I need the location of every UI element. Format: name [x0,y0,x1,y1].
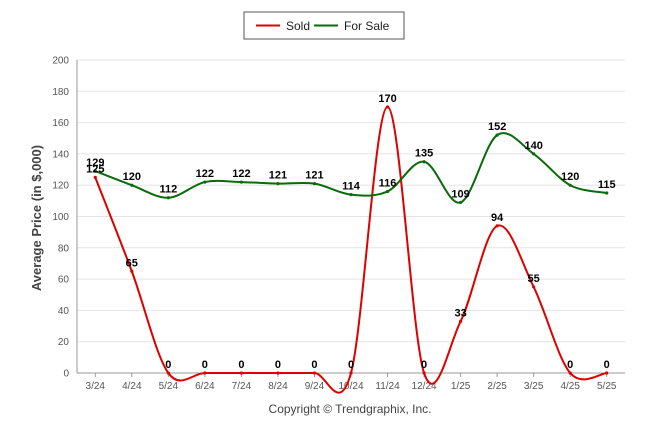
data-point-sold-5-25 [605,371,609,375]
data-point-sold-4-24 [130,269,134,273]
data-point-sold-3-24 [93,175,97,179]
y-tick-label-80: 80 [58,243,70,254]
data-point-for-sale-3-25 [532,152,536,156]
data-label-sold-5-24: 0 [165,359,171,371]
data-point-for-sale-4-24 [130,183,134,187]
data-label-sold-11-24: 170 [378,93,396,105]
y-tick-label-0: 0 [63,369,69,380]
data-label-for-sale-3-25: 140 [524,140,542,152]
y-tick-label-20: 20 [58,337,70,348]
data-point-for-sale-7-24 [239,180,243,184]
data-point-sold-9-24 [312,371,317,375]
x-tick-label-11-24: 11/24 [375,381,400,392]
data-label-sold-12-24: 0 [421,359,427,371]
data-point-for-sale-5-25 [605,191,609,195]
x-tick-label-6-24: 6/24 [195,381,215,392]
x-tick-label-8-24: 8/24 [268,381,288,392]
data-point-sold-4-25 [568,371,572,375]
y-axis-title: Average Price (in $,000) [29,145,44,291]
x-tick-label-7-24: 7/24 [232,381,252,392]
y-tick-label-180: 180 [52,87,69,98]
x-tick-label-3-25: 3/25 [524,381,544,392]
data-label-for-sale-4-24: 120 [123,171,141,183]
x-tick-label-9-24: 9/24 [305,381,325,392]
data-point-sold-7-24 [239,371,243,375]
data-point-for-sale-3-24 [93,169,97,173]
data-point-sold-5-24 [166,371,170,375]
data-label-for-sale-8-24: 121 [269,170,287,182]
data-point-for-sale-9-24 [312,182,317,186]
data-labels: 125 65 0 0 0 0 0 0 170 0 33 94 55 0 0 129 120 112 122 122 12… [86,93,616,371]
data-point-for-sale-10-24 [349,192,353,197]
data-point-for-sale-2-25 [495,133,499,137]
series-line-sold [94,105,607,394]
legend-label-for-sale: For Sale [344,19,390,33]
data-point-sold-8-24 [276,371,280,375]
y-tick-label-40: 40 [58,306,70,317]
copyright-footer: Copyright © Trendgraphix, Inc. [269,402,432,416]
y-tick-label-200: 200 [52,56,69,67]
data-label-sold-7-24: 0 [238,359,244,371]
data-label-sold-4-24: 65 [126,257,138,269]
x-tick-label-5-24: 5/24 [159,381,179,392]
y-tick-label-120: 120 [52,181,69,192]
series-line-for-sale [94,132,607,204]
data-point-for-sale-6-24 [203,180,207,184]
data-label-sold-6-24: 0 [202,359,208,371]
data-label-for-sale-12-24: 135 [415,148,433,160]
x-tick-label-4-24: 4/24 [122,381,142,392]
y-tick-label-160: 160 [52,118,69,129]
data-label-sold-8-24: 0 [275,359,281,371]
data-point-for-sale-1-25 [459,200,463,205]
legend: Sold For Sale [243,11,405,40]
data-point-sold-1-25 [459,319,463,323]
data-point-sold-11-24 [385,105,390,109]
x-tick-label-3-24: 3/24 [86,381,106,392]
data-label-for-sale-3-24: 129 [86,157,104,169]
data-label-for-sale-9-24: 121 [305,170,323,182]
y-tick-label-100: 100 [52,212,69,223]
data-point-for-sale-12-24 [422,160,426,164]
data-label-for-sale-5-24: 112 [159,184,177,196]
data-point-sold-6-24 [203,371,207,375]
x-tick-label-5-25: 5/25 [597,381,617,392]
data-point-for-sale-11-24 [385,189,390,194]
data-point-sold-2-25 [495,224,499,228]
y-tick-label-140: 140 [52,149,69,160]
legend-label-sold: Sold [286,19,310,33]
x-tick-label-4-25: 4/25 [560,381,580,392]
series [93,105,609,394]
data-label-for-sale-1-25: 109 [451,188,469,200]
data-point-sold-10-24 [349,371,353,375]
data-label-for-sale-10-24: 114 [342,181,361,193]
data-label-sold-3-25: 55 [528,273,540,285]
data-label-for-sale-2-25: 152 [488,121,506,133]
data-label-sold-1-25: 33 [454,307,466,319]
y-tick-label-60: 60 [58,275,70,286]
data-label-for-sale-6-24: 122 [196,168,214,180]
data-label-sold-3-24: 125 [86,163,104,175]
data-label-sold-4-25: 0 [567,359,573,371]
data-label-for-sale-4-25: 120 [561,171,579,183]
data-label-sold-5-25: 0 [604,359,610,371]
data-label-sold-2-25: 94 [491,212,504,224]
data-point-for-sale-5-24 [166,196,170,200]
x-tick-label-1-25: 1/25 [451,381,471,392]
data-point-for-sale-4-25 [568,183,572,187]
x-tick-label-12-24: 12/24 [412,381,437,392]
data-point-for-sale-8-24 [276,182,280,186]
x-tick-label-10-24: 10/24 [338,381,363,392]
x-tick-label-2-25: 2/25 [487,381,507,392]
data-label-for-sale-11-24: 116 [379,177,397,189]
data-point-sold-3-25 [532,285,536,289]
axes: 3/24 4/24 5/24 6/24 7/24 8/24 9/24 10/24 11/24 12… [76,60,625,392]
data-label-sold-10-24: 0 [348,359,354,371]
data-label-for-sale-7-24: 122 [232,168,250,180]
grid: 0 20 40 60 80 100 120 140 160 180 200 [52,56,625,380]
data-label-sold-9-24: 0 [311,359,317,371]
data-label-for-sale-5-25: 115 [598,179,616,191]
data-point-sold-12-24 [422,371,426,375]
